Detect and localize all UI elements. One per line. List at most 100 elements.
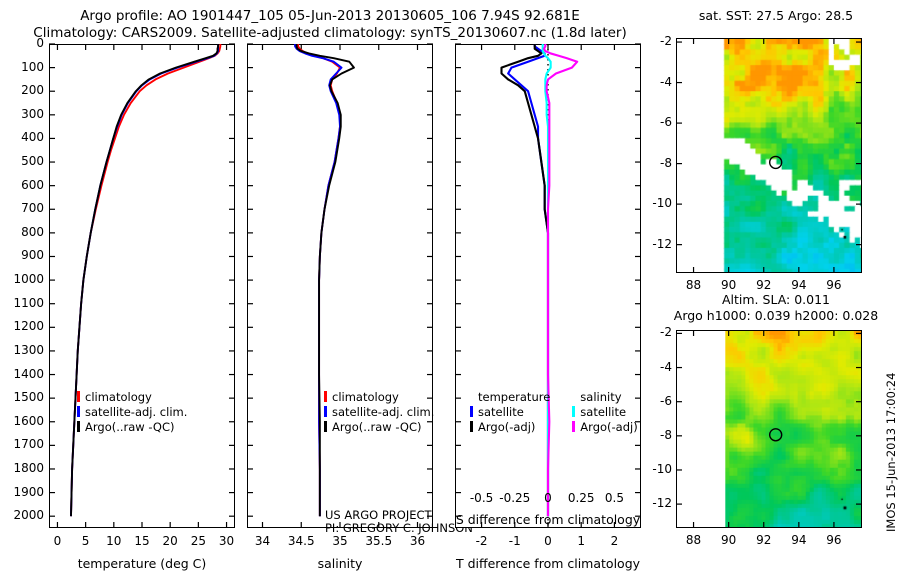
legend-label: Argo(-adj) bbox=[478, 420, 536, 434]
lon-tick-label: 94 bbox=[791, 278, 807, 292]
sla-map-marker bbox=[676, 330, 862, 528]
imos-timestamp: IMOS 15-Jun-2013 17:00:24 bbox=[884, 372, 898, 532]
x-tick-label: 25 bbox=[190, 534, 206, 548]
tick-label: 300 bbox=[21, 106, 44, 121]
difference-legend: temperature satellite Argo(-adj) salinity sa… bbox=[470, 390, 638, 435]
legend-color-swatch bbox=[470, 406, 473, 417]
tick-label: 1400 bbox=[13, 366, 44, 381]
lat-tick-label: -8 bbox=[660, 155, 672, 170]
legend-item: Argo(-adj) bbox=[470, 420, 550, 435]
x-tick-label: -0.25 bbox=[499, 491, 531, 505]
x-tick-label: 2 bbox=[610, 534, 619, 548]
page-title-line1: Argo profile: AO 1901447_105 05-Jun-2013… bbox=[80, 8, 580, 24]
legend-item: Argo(..raw -QC) bbox=[77, 420, 187, 435]
sla-map-title-line2: Argo h1000: 0.039 h2000: 0.028 bbox=[673, 308, 879, 323]
x-tick-label: 35 bbox=[332, 534, 348, 548]
x-tick-label: 0.25 bbox=[567, 491, 595, 505]
x-tick-label: 0 bbox=[544, 534, 552, 548]
lon-tick-label: 90 bbox=[721, 533, 737, 547]
legend-label: satellite-adj. clim. bbox=[85, 405, 188, 419]
tick-label: 1200 bbox=[13, 319, 44, 334]
lat-tick-label: -12 bbox=[652, 236, 672, 251]
lat-tick-label: -2 bbox=[660, 325, 672, 340]
legend-color-swatch bbox=[324, 421, 327, 432]
legend-item: satellite-adj. clim. bbox=[77, 405, 187, 420]
lon-tick-label: 94 bbox=[791, 533, 807, 547]
lat-tick-label: -6 bbox=[660, 115, 672, 130]
x-tick-label: 34.5 bbox=[287, 534, 315, 548]
x-tick-label: 34 bbox=[254, 534, 271, 548]
lon-tick-label: 96 bbox=[826, 278, 842, 292]
x-tick-label: 15 bbox=[134, 534, 150, 548]
salinity-axis-label: salinity bbox=[317, 556, 363, 571]
tick-label: 100 bbox=[21, 59, 44, 74]
legend-item: climatology bbox=[324, 390, 434, 405]
x-tick-label: 35.5 bbox=[365, 534, 393, 548]
lat-tick-label: -12 bbox=[652, 496, 672, 511]
difference-axis-label-bottom: T difference from climatology bbox=[455, 556, 641, 571]
legend-header: temperature bbox=[478, 390, 551, 404]
legend-color-swatch bbox=[77, 421, 80, 432]
page-title-line2: Climatology: CARS2009. Satellite-adjuste… bbox=[33, 25, 627, 41]
tick-label: 800 bbox=[21, 224, 44, 239]
x-tick-label: 10 bbox=[106, 534, 122, 548]
tick-label: 700 bbox=[21, 201, 44, 216]
tick-label: 500 bbox=[21, 154, 44, 169]
x-tick-label: 0 bbox=[53, 534, 62, 548]
x-tick-label: -1 bbox=[508, 534, 521, 548]
credit-line2: PI: GREGORY C. JOHNSON bbox=[325, 521, 473, 535]
legend-label: climatology bbox=[332, 390, 399, 404]
sla-map-title-line1: Altim. SLA: 0.011 bbox=[721, 292, 830, 307]
tick-label: 900 bbox=[21, 248, 44, 263]
legend-label: satellite bbox=[478, 405, 524, 419]
temperature-plot-frame bbox=[49, 44, 235, 528]
lon-tick-label: 96 bbox=[826, 533, 842, 547]
lat-tick-label: -10 bbox=[652, 196, 672, 211]
legend-color-swatch bbox=[324, 406, 327, 417]
tick-label: 1100 bbox=[13, 295, 44, 310]
profile-location-marker bbox=[768, 155, 783, 170]
x-tick-label: -2 bbox=[475, 534, 488, 548]
sst-map-title: sat. SST: 27.5 Argo: 28.5 bbox=[698, 8, 854, 23]
x-tick-label: 30 bbox=[218, 534, 235, 548]
lat-tick-label: -10 bbox=[652, 461, 672, 476]
x-tick-label: 5 bbox=[81, 534, 90, 548]
legend-color-swatch bbox=[572, 421, 576, 432]
tick-label: 0 bbox=[36, 36, 44, 50]
x-tick-label: 1 bbox=[577, 534, 586, 548]
lon-tick-label: 88 bbox=[685, 533, 702, 547]
tick-label: 1000 bbox=[13, 272, 44, 287]
salinity-legend: climatology satellite-adj. clim. Argo(..ra… bbox=[324, 390, 434, 435]
temperature-curves bbox=[49, 43, 235, 528]
sla-field bbox=[677, 331, 861, 527]
lat-tick-label: -4 bbox=[660, 359, 672, 374]
legend-label: satellite bbox=[580, 405, 627, 419]
lon-tick-label: 92 bbox=[756, 278, 772, 292]
tick-label: 2000 bbox=[13, 508, 44, 523]
tick-label: 1600 bbox=[13, 413, 44, 428]
legend-item: satellite bbox=[470, 405, 550, 420]
legend-label: Argo(..raw -QC) bbox=[332, 420, 422, 434]
legend-item: satellite-adj. clim. bbox=[324, 405, 434, 420]
legend-color-swatch bbox=[572, 406, 576, 417]
temperature-legend: climatology satellite-adj. clim. Argo(..ra… bbox=[77, 390, 187, 435]
lon-tick-label: 88 bbox=[685, 278, 702, 292]
temperature-axis-label: temperature (deg C) bbox=[77, 556, 207, 571]
x-tick-label: 0 bbox=[544, 491, 552, 505]
legend-header: salinity bbox=[580, 390, 622, 404]
tick-label: 1300 bbox=[13, 342, 44, 357]
legend-color-swatch bbox=[470, 421, 473, 432]
legend-color-swatch bbox=[77, 391, 80, 402]
profile-location-marker bbox=[768, 428, 783, 442]
lat-tick-label: -4 bbox=[660, 74, 672, 89]
legend-column: salinity satellite Argo(-adj) bbox=[572, 390, 638, 435]
sst-field bbox=[677, 39, 861, 272]
x-tick-label: -0.5 bbox=[469, 491, 494, 505]
x-tick-label: 0.5 bbox=[604, 491, 624, 505]
legend-label: satellite-adj. clim. bbox=[332, 405, 435, 419]
legend-item: Argo(..raw -QC) bbox=[324, 420, 434, 435]
difference-axis-label-top: S difference from climatology bbox=[455, 512, 641, 527]
legend-label: climatology bbox=[85, 390, 152, 404]
sst-map-marker bbox=[676, 38, 862, 273]
x-tick-label: 36 bbox=[409, 534, 426, 548]
